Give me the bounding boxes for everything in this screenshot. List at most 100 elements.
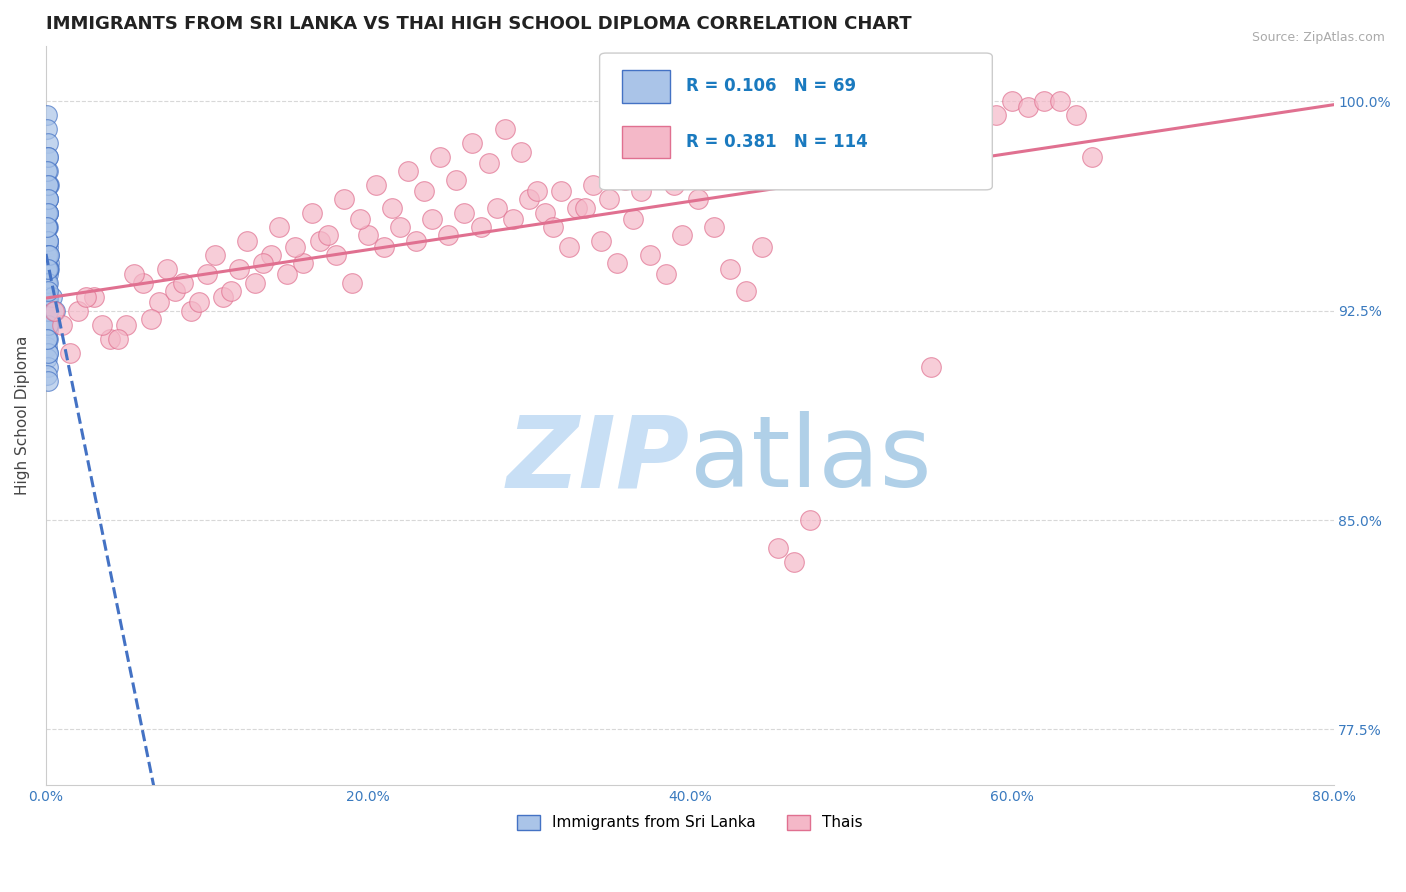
Point (37, 323, 59, 337)
Point (461, 136, 484, 151)
Point (35, 248, 58, 262)
Point (38, 178, 60, 193)
Point (37, 368, 59, 382)
Point (742, 145, 765, 159)
Point (952, 117, 974, 131)
Point (710, 150, 733, 164)
Point (139, 312, 162, 326)
Point (364, 178, 387, 193)
Point (759, 156, 782, 170)
Point (37, 303, 59, 318)
Point (37, 136, 59, 151)
Point (37, 248, 59, 262)
Point (91, 318, 114, 332)
Point (591, 234, 613, 248)
Point (37, 220, 59, 235)
Point (260, 248, 283, 262)
Point (245, 276, 267, 290)
Point (316, 228, 339, 243)
Point (107, 332, 129, 346)
Point (37, 164, 59, 178)
Point (446, 172, 468, 186)
Point (662, 178, 685, 193)
Point (37, 268, 59, 282)
Point (1049, 95, 1071, 109)
Y-axis label: High School Diploma: High School Diploma (15, 335, 30, 495)
Point (35, 290, 58, 304)
Text: R = 0.381   N = 114: R = 0.381 N = 114 (686, 133, 868, 151)
Point (477, 156, 499, 170)
Point (51, 318, 73, 332)
Point (37, 206, 59, 220)
FancyBboxPatch shape (621, 126, 671, 158)
Point (59, 345, 82, 359)
Point (37, 359, 59, 374)
Point (429, 150, 451, 164)
Point (37, 248, 59, 262)
Point (969, 95, 991, 109)
Point (37, 312, 59, 326)
Point (405, 234, 427, 248)
Point (37, 276, 59, 290)
Point (37, 261, 59, 276)
Point (98, 332, 121, 346)
Point (494, 122, 516, 136)
Point (35, 284, 58, 298)
Point (292, 256, 315, 270)
Point (695, 172, 717, 186)
Point (420, 211, 443, 226)
Point (37, 220, 59, 235)
Point (37, 340, 59, 354)
Point (470, 220, 492, 235)
FancyBboxPatch shape (621, 70, 671, 103)
Point (574, 201, 596, 215)
Point (38, 256, 60, 270)
Point (37, 303, 59, 318)
Point (824, 145, 846, 159)
Point (37, 150, 59, 164)
Point (413, 184, 436, 198)
Point (41, 290, 63, 304)
Point (534, 206, 557, 220)
Point (751, 239, 773, 253)
Point (284, 239, 307, 253)
Point (37, 276, 59, 290)
Point (252, 256, 274, 270)
Point (807, 128, 830, 142)
Point (37, 284, 59, 298)
Point (887, 128, 910, 142)
Point (37, 220, 59, 235)
Point (37, 192, 59, 206)
Legend: Immigrants from Sri Lanka, Thais: Immigrants from Sri Lanka, Thais (510, 808, 869, 837)
Point (37, 206, 59, 220)
Point (212, 290, 235, 304)
Point (550, 184, 572, 198)
Point (37, 261, 59, 276)
Text: ZIP: ZIP (506, 411, 690, 508)
Point (1081, 150, 1104, 164)
Point (148, 295, 170, 310)
Text: R = 0.106   N = 69: R = 0.106 N = 69 (686, 78, 856, 95)
Point (325, 248, 347, 262)
Point (37, 234, 59, 248)
Point (502, 211, 524, 226)
Point (623, 211, 645, 226)
Point (1064, 108, 1087, 122)
Point (37, 150, 59, 164)
Point (37, 234, 59, 248)
Point (156, 261, 179, 276)
Point (904, 108, 927, 122)
Point (984, 108, 1007, 122)
Point (35, 108, 58, 122)
Point (727, 164, 749, 178)
Point (83, 290, 105, 304)
Point (37, 318, 59, 332)
Point (42, 303, 65, 318)
Point (67, 303, 90, 318)
Point (920, 359, 942, 374)
Point (453, 206, 475, 220)
Point (799, 513, 821, 527)
Point (340, 276, 363, 290)
Point (37, 332, 59, 346)
Point (37, 234, 59, 248)
